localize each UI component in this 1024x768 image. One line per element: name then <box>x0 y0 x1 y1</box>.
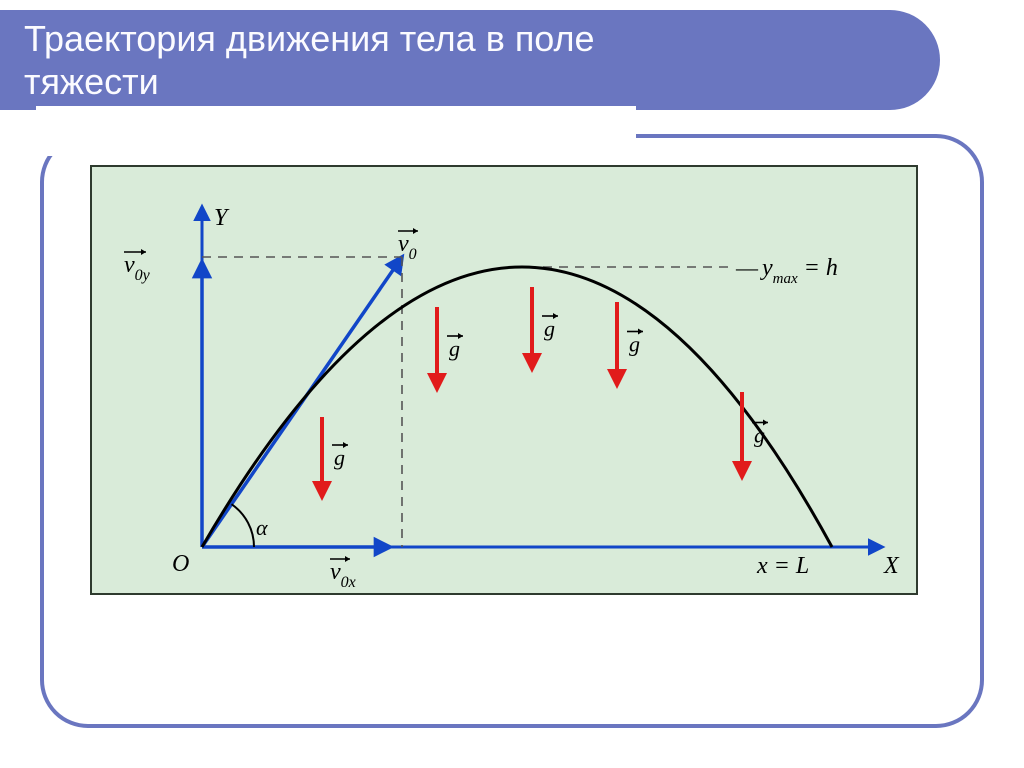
svg-text:g: g <box>449 336 460 361</box>
diagram-container: gggggOYXx = Lαv0v0xv0y—ymax = h <box>90 165 918 595</box>
svg-text:—: — <box>735 255 759 280</box>
frame-cut <box>36 106 636 156</box>
svg-text:X: X <box>883 553 900 579</box>
svg-text:g: g <box>629 332 640 357</box>
title-bar: Траектория движения тела в поле тяжести <box>0 10 940 110</box>
slide-title: Траектория движения тела в поле тяжести <box>24 17 595 103</box>
svg-text:O: O <box>172 551 189 577</box>
svg-text:g: g <box>754 423 765 448</box>
angle-arc <box>232 504 254 547</box>
svg-text:ymax = h: ymax = h <box>760 255 838 287</box>
svg-text:Y: Y <box>214 205 230 231</box>
svg-text:x = L: x = L <box>756 553 809 579</box>
svg-text:g: g <box>544 316 555 341</box>
svg-text:g: g <box>334 445 345 470</box>
svg-text:v0y: v0y <box>124 252 151 284</box>
trajectory-curve <box>202 267 832 547</box>
svg-text:v0x: v0x <box>330 559 356 591</box>
slide: Траектория движения тела в поле тяжести … <box>0 0 1024 768</box>
svg-text:α: α <box>256 515 268 540</box>
trajectory-diagram: gggggOYXx = Lαv0v0xv0y—ymax = h <box>92 167 916 593</box>
